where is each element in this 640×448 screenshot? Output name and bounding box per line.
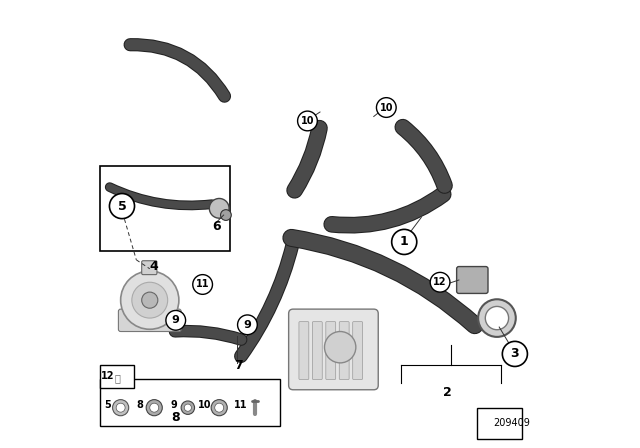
- Circle shape: [150, 403, 159, 412]
- Text: 6: 6: [212, 220, 220, 233]
- Circle shape: [237, 315, 257, 335]
- Circle shape: [502, 341, 527, 366]
- Text: ⬛: ⬛: [115, 374, 120, 383]
- Text: 9: 9: [243, 320, 252, 330]
- Text: 9: 9: [170, 401, 177, 410]
- Text: 10: 10: [301, 116, 314, 126]
- Circle shape: [298, 111, 317, 131]
- Circle shape: [181, 401, 195, 414]
- FancyBboxPatch shape: [100, 379, 280, 426]
- Text: 11: 11: [234, 401, 248, 410]
- Circle shape: [478, 299, 516, 337]
- Circle shape: [221, 210, 231, 220]
- Circle shape: [193, 275, 212, 294]
- FancyBboxPatch shape: [141, 261, 157, 275]
- Circle shape: [113, 400, 129, 416]
- FancyBboxPatch shape: [100, 365, 134, 388]
- Circle shape: [120, 271, 179, 329]
- Text: 2: 2: [444, 385, 452, 399]
- Circle shape: [324, 332, 356, 363]
- Circle shape: [430, 272, 450, 292]
- Text: 4: 4: [150, 260, 159, 273]
- Circle shape: [215, 403, 224, 412]
- Circle shape: [184, 404, 191, 411]
- Circle shape: [166, 310, 186, 330]
- Text: 7: 7: [234, 358, 243, 372]
- FancyBboxPatch shape: [457, 267, 488, 293]
- FancyBboxPatch shape: [100, 166, 230, 251]
- Text: 209409: 209409: [493, 418, 531, 428]
- Text: 8: 8: [172, 411, 180, 424]
- Circle shape: [116, 403, 125, 412]
- Circle shape: [209, 198, 229, 218]
- Text: 5: 5: [104, 401, 111, 410]
- Circle shape: [132, 282, 168, 318]
- Circle shape: [392, 229, 417, 254]
- Text: 9: 9: [172, 315, 180, 325]
- FancyBboxPatch shape: [339, 322, 349, 379]
- Text: 1: 1: [400, 235, 408, 249]
- FancyBboxPatch shape: [289, 309, 378, 390]
- Text: 8: 8: [136, 401, 143, 410]
- Text: 3: 3: [511, 347, 519, 361]
- FancyBboxPatch shape: [326, 322, 336, 379]
- FancyBboxPatch shape: [118, 309, 181, 332]
- FancyBboxPatch shape: [312, 322, 323, 379]
- Text: 11: 11: [196, 280, 209, 289]
- Text: 10: 10: [198, 401, 212, 410]
- Circle shape: [141, 292, 158, 308]
- Text: 5: 5: [118, 199, 126, 213]
- FancyBboxPatch shape: [353, 322, 362, 379]
- Circle shape: [376, 98, 396, 117]
- Text: 12: 12: [433, 277, 447, 287]
- Circle shape: [211, 400, 227, 416]
- FancyBboxPatch shape: [299, 322, 309, 379]
- Circle shape: [146, 400, 163, 416]
- FancyBboxPatch shape: [477, 408, 522, 439]
- Circle shape: [485, 306, 509, 330]
- Text: 10: 10: [380, 103, 393, 112]
- Text: 12: 12: [100, 371, 114, 381]
- Circle shape: [109, 194, 134, 219]
